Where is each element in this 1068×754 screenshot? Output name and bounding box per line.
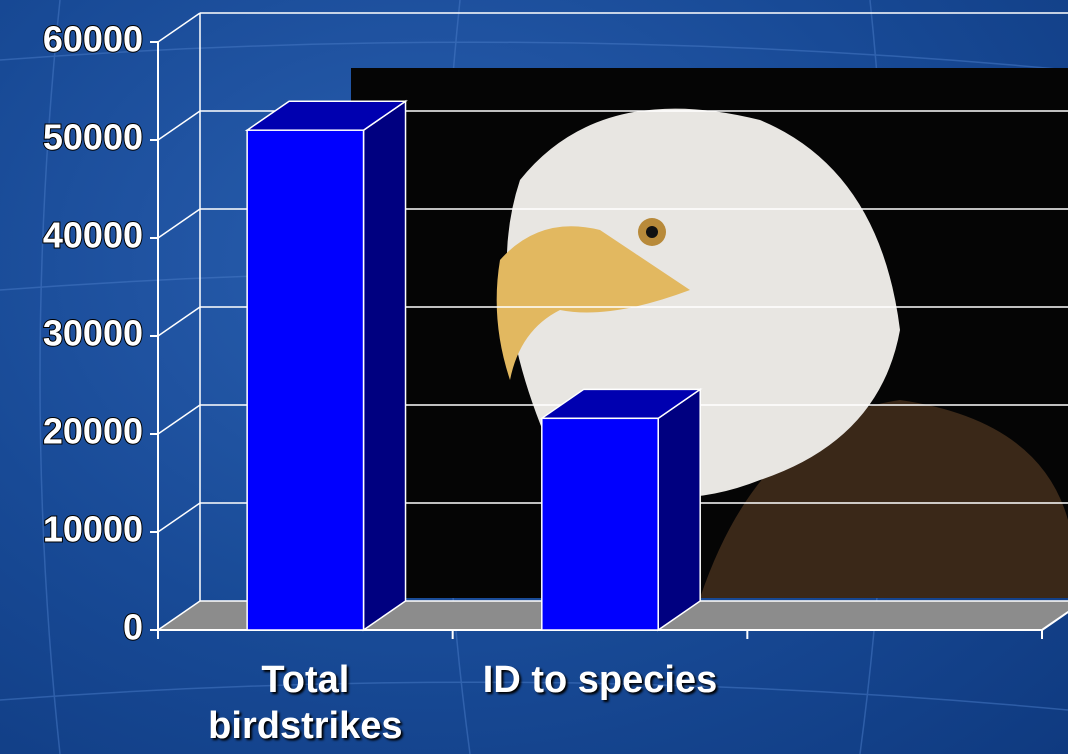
y-tick-label: 20000 bbox=[43, 411, 143, 452]
bar-front bbox=[542, 418, 658, 630]
grid-line-side bbox=[158, 111, 200, 140]
y-tick-label: 50000 bbox=[43, 117, 143, 158]
y-tick-label: 40000 bbox=[43, 215, 143, 256]
chart: 0 10000 20000 30000 40000 50000 60000 bbox=[0, 0, 1068, 754]
eagle-photo bbox=[351, 68, 1068, 598]
grid-line-side bbox=[158, 503, 200, 532]
y-tick-label: 10000 bbox=[43, 509, 143, 550]
y-tick-label: 60000 bbox=[43, 19, 143, 60]
grid-line-side bbox=[158, 307, 200, 336]
y-tick-label: 30000 bbox=[43, 313, 143, 354]
bar-side bbox=[658, 389, 700, 630]
bar-side bbox=[364, 101, 406, 630]
slide: 0 10000 20000 30000 40000 50000 60000 Total bi… bbox=[0, 0, 1068, 754]
grid-line-side bbox=[158, 13, 200, 42]
bar bbox=[542, 389, 700, 630]
bar-front bbox=[247, 130, 363, 630]
bar bbox=[247, 101, 405, 630]
grid-line-side bbox=[158, 405, 200, 434]
y-tick-label: 0 bbox=[123, 607, 143, 648]
x-tick-label: ID to species bbox=[460, 657, 740, 703]
x-tick-label: Total birdstrikes bbox=[165, 657, 445, 749]
grid-line-side bbox=[158, 209, 200, 238]
